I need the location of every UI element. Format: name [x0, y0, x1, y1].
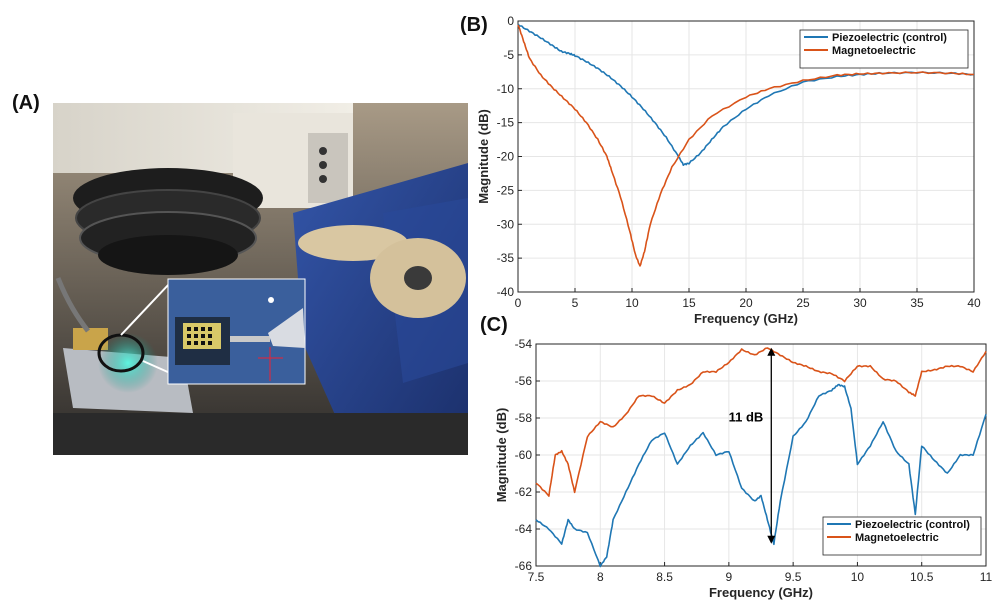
chart-b-legend-label-1: Magnetoelectric: [832, 45, 916, 57]
chart-b-ytick-label-0: 0: [507, 14, 514, 28]
chart-c-ytick-label-3: -60: [515, 448, 533, 462]
chart-b-ytick-label-6: -30: [497, 217, 515, 231]
chart-b-xtick-label-8: 40: [967, 296, 981, 310]
chart-c-ytick-label-1: -56: [515, 374, 533, 388]
chart-b-xtick-label-7: 35: [910, 296, 924, 310]
chart-c-xtick-label-7: 11: [980, 570, 993, 584]
chart-c-xtick-label-2: 8.5: [656, 570, 673, 584]
chart-c-xtick-label-4: 9.5: [785, 570, 802, 584]
chart-b-ytick-label-8: -40: [497, 285, 515, 299]
chart-b-xtick-label-6: 30: [853, 296, 867, 310]
chart-b-ytick-label-3: -15: [497, 116, 515, 130]
chart-b-ytick-label-2: -10: [497, 82, 515, 96]
chart-c-ytick-label-0: -54: [515, 337, 533, 351]
chart-b-xtick-label-3: 15: [682, 296, 696, 310]
panel-label-a: (A): [12, 92, 40, 114]
panel-label-b: (B): [460, 14, 488, 36]
chart-c-legend-label-1: Magnetoelectric: [855, 532, 939, 544]
chart-c-ytick-label-6: -66: [515, 559, 533, 573]
chart-b-xtick-label-5: 25: [796, 296, 810, 310]
chart-b-ylabel: Magnitude (dB): [478, 109, 491, 204]
chart-c-ylabel: Magnitude (dB): [494, 408, 509, 503]
chart-b-series-line-0: [517, 23, 975, 166]
chart-c-xtick-label-0: 7.5: [528, 570, 545, 584]
chart-b-ytick-label-1: -5: [503, 48, 514, 62]
panel-label-c: (C): [480, 314, 508, 336]
chart-c-xtick-label-6: 10.5: [910, 570, 934, 584]
probe-station-photo: [53, 103, 468, 455]
chart-c-xtick-label-1: 8: [597, 570, 604, 584]
chart-c-ytick-label-4: -62: [515, 485, 533, 499]
chart-c-xtick-label-3: 9: [726, 570, 733, 584]
chart-c-series-line-1: [535, 347, 987, 497]
chart-c: 7.5 8 8.5 9 9.5 10 10.5 11 -54 -56 -58 -60 -62 -64 -66…: [494, 337, 993, 600]
chart-b-ytick-label-5: -25: [497, 183, 515, 197]
chart-b-xlabel: Frequency (GHz): [694, 311, 798, 326]
chart-c-ytick-label-5: -64: [515, 522, 533, 536]
chart-b-series-line-1: [517, 24, 975, 267]
chart-c-ytick-label-2: -58: [515, 411, 533, 425]
chart-b-ytick-label-7: -35: [497, 251, 515, 265]
chart-c-series-line-0: [535, 383, 987, 568]
chart-c-annotation-arrowhead-bottom: [767, 535, 776, 544]
chart-c-legend-label-0: Piezoelectric (control): [855, 519, 970, 531]
chart-b-legend-label-0: Piezoelectric (control): [832, 32, 947, 44]
chart-b: 0 5 10 15 20 25 30 35 40 0 -5 -10 -15 -20 -25 -30 -35 -40…: [478, 14, 981, 326]
chart-c-xlabel: Frequency (GHz): [709, 585, 813, 600]
chart-b-xtick-label-2: 10: [625, 296, 639, 310]
chart-b-xtick-label-0: 0: [515, 296, 522, 310]
chart-c-annotation-label: 11 dB: [729, 410, 764, 425]
chart-c-annotation-arrowhead-top: [767, 347, 776, 356]
chart-b-xtick-label-4: 20: [739, 296, 753, 310]
chart-b-xtick-label-1: 5: [572, 296, 579, 310]
chart-c-xtick-label-5: 10: [851, 570, 865, 584]
chart-b-ytick-label-4: -20: [497, 150, 515, 164]
